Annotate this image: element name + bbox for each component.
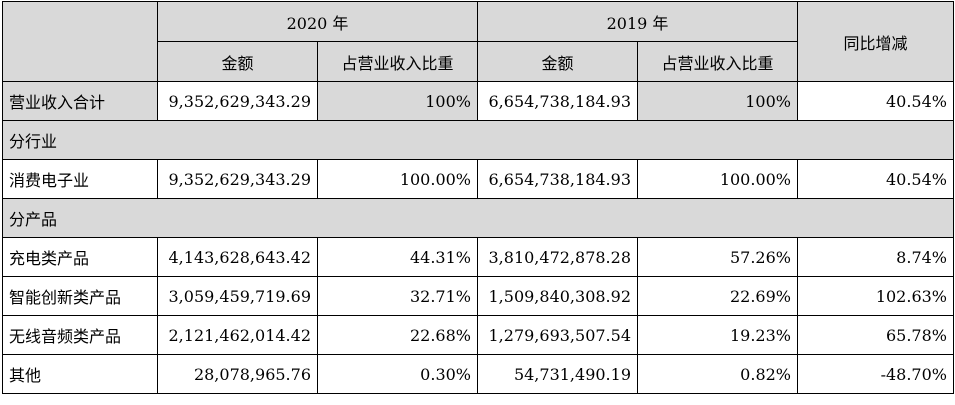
ratio-2019-cell: 100% — [637, 81, 798, 121]
header-row-columns: 金额 占营业收入比重 金额 占营业收入比重 — [3, 41, 954, 82]
amount-2020-cell: 3,059,459,719.69 — [157, 276, 318, 316]
header-yoy-change: 同比增减 — [797, 1, 954, 82]
amount-2020-cell: 2,121,462,014.42 — [157, 315, 318, 355]
ratio-2019-cell: 100.00% — [637, 159, 798, 199]
yoy-change-cell: -48.70% — [797, 354, 954, 394]
table-row: 充电类产品 4,143,628,643.42 44.31% 3,810,472,878… — [2, 237, 954, 277]
row-label: 消费电子业 — [2, 159, 158, 199]
amount-2019-cell: 1,279,693,507.54 — [477, 315, 638, 355]
table-row: 智能创新类产品 3,059,459,719.69 32.71% 1,509,840,3… — [2, 276, 954, 316]
row-label: 充电类产品 — [2, 237, 158, 277]
ratio-2019-cell: 0.82% — [637, 354, 798, 394]
ratio-2020-cell: 44.31% — [317, 237, 478, 277]
table-body: 营业收入合计 9,352,629,343.29 100% 6,654,738,184.… — [2, 81, 954, 394]
amount-2019-cell: 3,810,472,878.28 — [477, 237, 638, 277]
revenue-composition-table: 2020 年 2019 年 同比增减 金额 占营业收入比重 金额 占营业收入比重… — [2, 1, 954, 394]
section-label: 分产品 — [2, 198, 954, 238]
yoy-change-cell: 40.54% — [797, 81, 954, 121]
header-year-2019: 2019 年 — [477, 1, 798, 42]
table-row: 营业收入合计 9,352,629,343.29 100% 6,654,738,184.… — [2, 81, 954, 121]
row-label: 无线音频类产品 — [2, 315, 158, 355]
ratio-2020-cell: 100% — [317, 81, 478, 121]
yoy-change-cell: 8.74% — [797, 237, 954, 277]
header-ratio-2020: 占营业收入比重 — [317, 41, 478, 82]
ratio-2020-cell: 100.00% — [317, 159, 478, 199]
header-row-years: 2020 年 2019 年 同比增减 — [2, 1, 954, 82]
table-row: 无线音频类产品 2,121,462,014.42 22.68% 1,279,693,5… — [2, 315, 954, 355]
amount-2019-cell: 6,654,738,184.93 — [477, 159, 638, 199]
header-amount-2019: 金额 — [477, 41, 638, 82]
section-header-row: 分产品 — [2, 198, 954, 238]
ratio-2020-cell: 32.71% — [317, 276, 478, 316]
amount-2020-cell: 9,352,629,343.29 — [157, 159, 318, 199]
section-label: 分行业 — [2, 120, 954, 160]
ratio-2019-cell: 57.26% — [637, 237, 798, 277]
amount-2020-cell: 4,143,628,643.42 — [157, 237, 318, 277]
amount-2019-cell: 54,731,490.19 — [477, 354, 638, 394]
header-year-2020: 2020 年 — [157, 1, 478, 42]
table-row: 其他 28,078,965.76 0.30% 54,731,490.19 0.82% -4… — [2, 354, 954, 394]
amount-2019-cell: 1,509,840,308.92 — [477, 276, 638, 316]
ratio-2020-cell: 0.30% — [317, 354, 478, 394]
yoy-change-cell: 65.78% — [797, 315, 954, 355]
header-amount-2020: 金额 — [157, 41, 318, 82]
header-corner-cell — [2, 1, 158, 82]
ratio-2019-cell: 19.23% — [637, 315, 798, 355]
ratio-2020-cell: 22.68% — [317, 315, 478, 355]
ratio-2019-cell: 22.69% — [637, 276, 798, 316]
yoy-change-cell: 40.54% — [797, 159, 954, 199]
row-label: 智能创新类产品 — [2, 276, 158, 316]
row-label: 营业收入合计 — [2, 81, 158, 121]
amount-2020-cell: 9,352,629,343.29 — [157, 81, 318, 121]
amount-2019-cell: 6,654,738,184.93 — [477, 81, 638, 121]
yoy-change-cell: 102.63% — [797, 276, 954, 316]
table-row: 消费电子业 9,352,629,343.29 100.00% 6,654,738,18… — [2, 159, 954, 199]
header-ratio-2019: 占营业收入比重 — [637, 41, 798, 82]
row-label: 其他 — [2, 354, 158, 394]
section-header-row: 分行业 — [2, 120, 954, 160]
amount-2020-cell: 28,078,965.76 — [157, 354, 318, 394]
